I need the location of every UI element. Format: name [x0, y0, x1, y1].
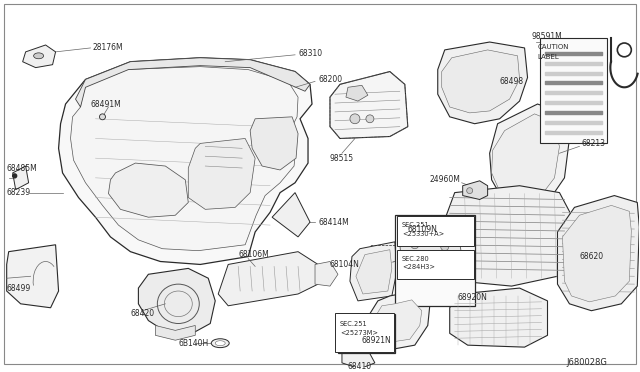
Polygon shape [22, 45, 56, 68]
Polygon shape [338, 314, 395, 353]
Circle shape [350, 114, 360, 124]
Text: 68499: 68499 [6, 283, 31, 292]
Polygon shape [59, 58, 312, 264]
Text: <25273M>: <25273M> [340, 330, 378, 336]
Text: 68420: 68420 [131, 309, 154, 318]
Polygon shape [350, 242, 397, 301]
FancyBboxPatch shape [335, 313, 394, 352]
Text: SEC.280: SEC.280 [402, 256, 429, 262]
Text: 68485M: 68485M [6, 164, 37, 173]
Circle shape [13, 174, 17, 178]
Text: 68920N: 68920N [458, 294, 488, 302]
Circle shape [366, 115, 374, 123]
Polygon shape [540, 38, 607, 143]
Text: 68414M: 68414M [318, 218, 349, 227]
Circle shape [411, 241, 419, 249]
Text: 68200: 68200 [318, 75, 342, 84]
Text: 68109N: 68109N [408, 225, 438, 234]
FancyBboxPatch shape [397, 250, 474, 279]
Text: 68104N: 68104N [330, 260, 360, 269]
Polygon shape [442, 50, 520, 113]
Text: 6B140H: 6B140H [179, 339, 209, 348]
Polygon shape [315, 262, 338, 286]
Text: SEC.251: SEC.251 [340, 321, 367, 327]
Text: 28176M: 28176M [93, 44, 123, 52]
Polygon shape [450, 288, 547, 347]
Circle shape [99, 114, 106, 120]
Polygon shape [138, 268, 215, 333]
Text: 24960M: 24960M [430, 175, 461, 184]
Polygon shape [463, 181, 488, 199]
Polygon shape [376, 300, 422, 342]
Ellipse shape [215, 341, 225, 346]
Polygon shape [395, 215, 475, 306]
Text: 98591M: 98591M [532, 32, 563, 41]
Polygon shape [156, 326, 195, 340]
Text: 68498: 68498 [500, 77, 524, 86]
Text: 68106M: 68106M [238, 250, 269, 259]
Circle shape [618, 43, 631, 57]
Polygon shape [443, 186, 572, 286]
Polygon shape [563, 205, 631, 302]
Polygon shape [356, 250, 392, 294]
Polygon shape [272, 193, 310, 237]
Text: 68310: 68310 [298, 49, 322, 58]
Polygon shape [188, 138, 255, 209]
Circle shape [428, 260, 436, 268]
Polygon shape [342, 350, 375, 369]
Polygon shape [330, 71, 408, 138]
Polygon shape [400, 222, 461, 278]
Polygon shape [108, 163, 188, 217]
Polygon shape [490, 104, 570, 209]
Text: 68620: 68620 [579, 252, 604, 261]
Text: <284H3>: <284H3> [402, 264, 435, 270]
Text: 68491M: 68491M [90, 100, 121, 109]
Polygon shape [425, 215, 445, 276]
Polygon shape [76, 58, 310, 107]
Polygon shape [346, 85, 368, 101]
Ellipse shape [34, 53, 44, 59]
Text: 68410: 68410 [348, 362, 372, 371]
Polygon shape [438, 42, 527, 124]
Polygon shape [557, 196, 639, 311]
Circle shape [411, 254, 419, 263]
Polygon shape [6, 245, 59, 308]
Circle shape [445, 257, 454, 266]
Polygon shape [370, 291, 430, 350]
Text: 68213: 68213 [581, 139, 605, 148]
Text: LABEL: LABEL [538, 54, 559, 60]
Circle shape [441, 243, 449, 251]
Polygon shape [70, 67, 298, 251]
Text: CAUTION: CAUTION [538, 44, 569, 50]
Text: 98515: 98515 [330, 154, 354, 163]
Text: <25330+A>: <25330+A> [402, 231, 444, 237]
Text: J680028G: J680028G [566, 358, 607, 368]
Text: 68921N: 68921N [362, 336, 392, 345]
Circle shape [467, 188, 473, 193]
Ellipse shape [211, 339, 229, 347]
Polygon shape [218, 251, 318, 306]
Text: SEC.251: SEC.251 [402, 222, 429, 228]
FancyBboxPatch shape [397, 216, 474, 246]
Polygon shape [492, 114, 559, 202]
Circle shape [426, 235, 434, 243]
Polygon shape [13, 166, 29, 190]
Text: 68239: 68239 [6, 188, 31, 197]
Polygon shape [250, 117, 298, 170]
